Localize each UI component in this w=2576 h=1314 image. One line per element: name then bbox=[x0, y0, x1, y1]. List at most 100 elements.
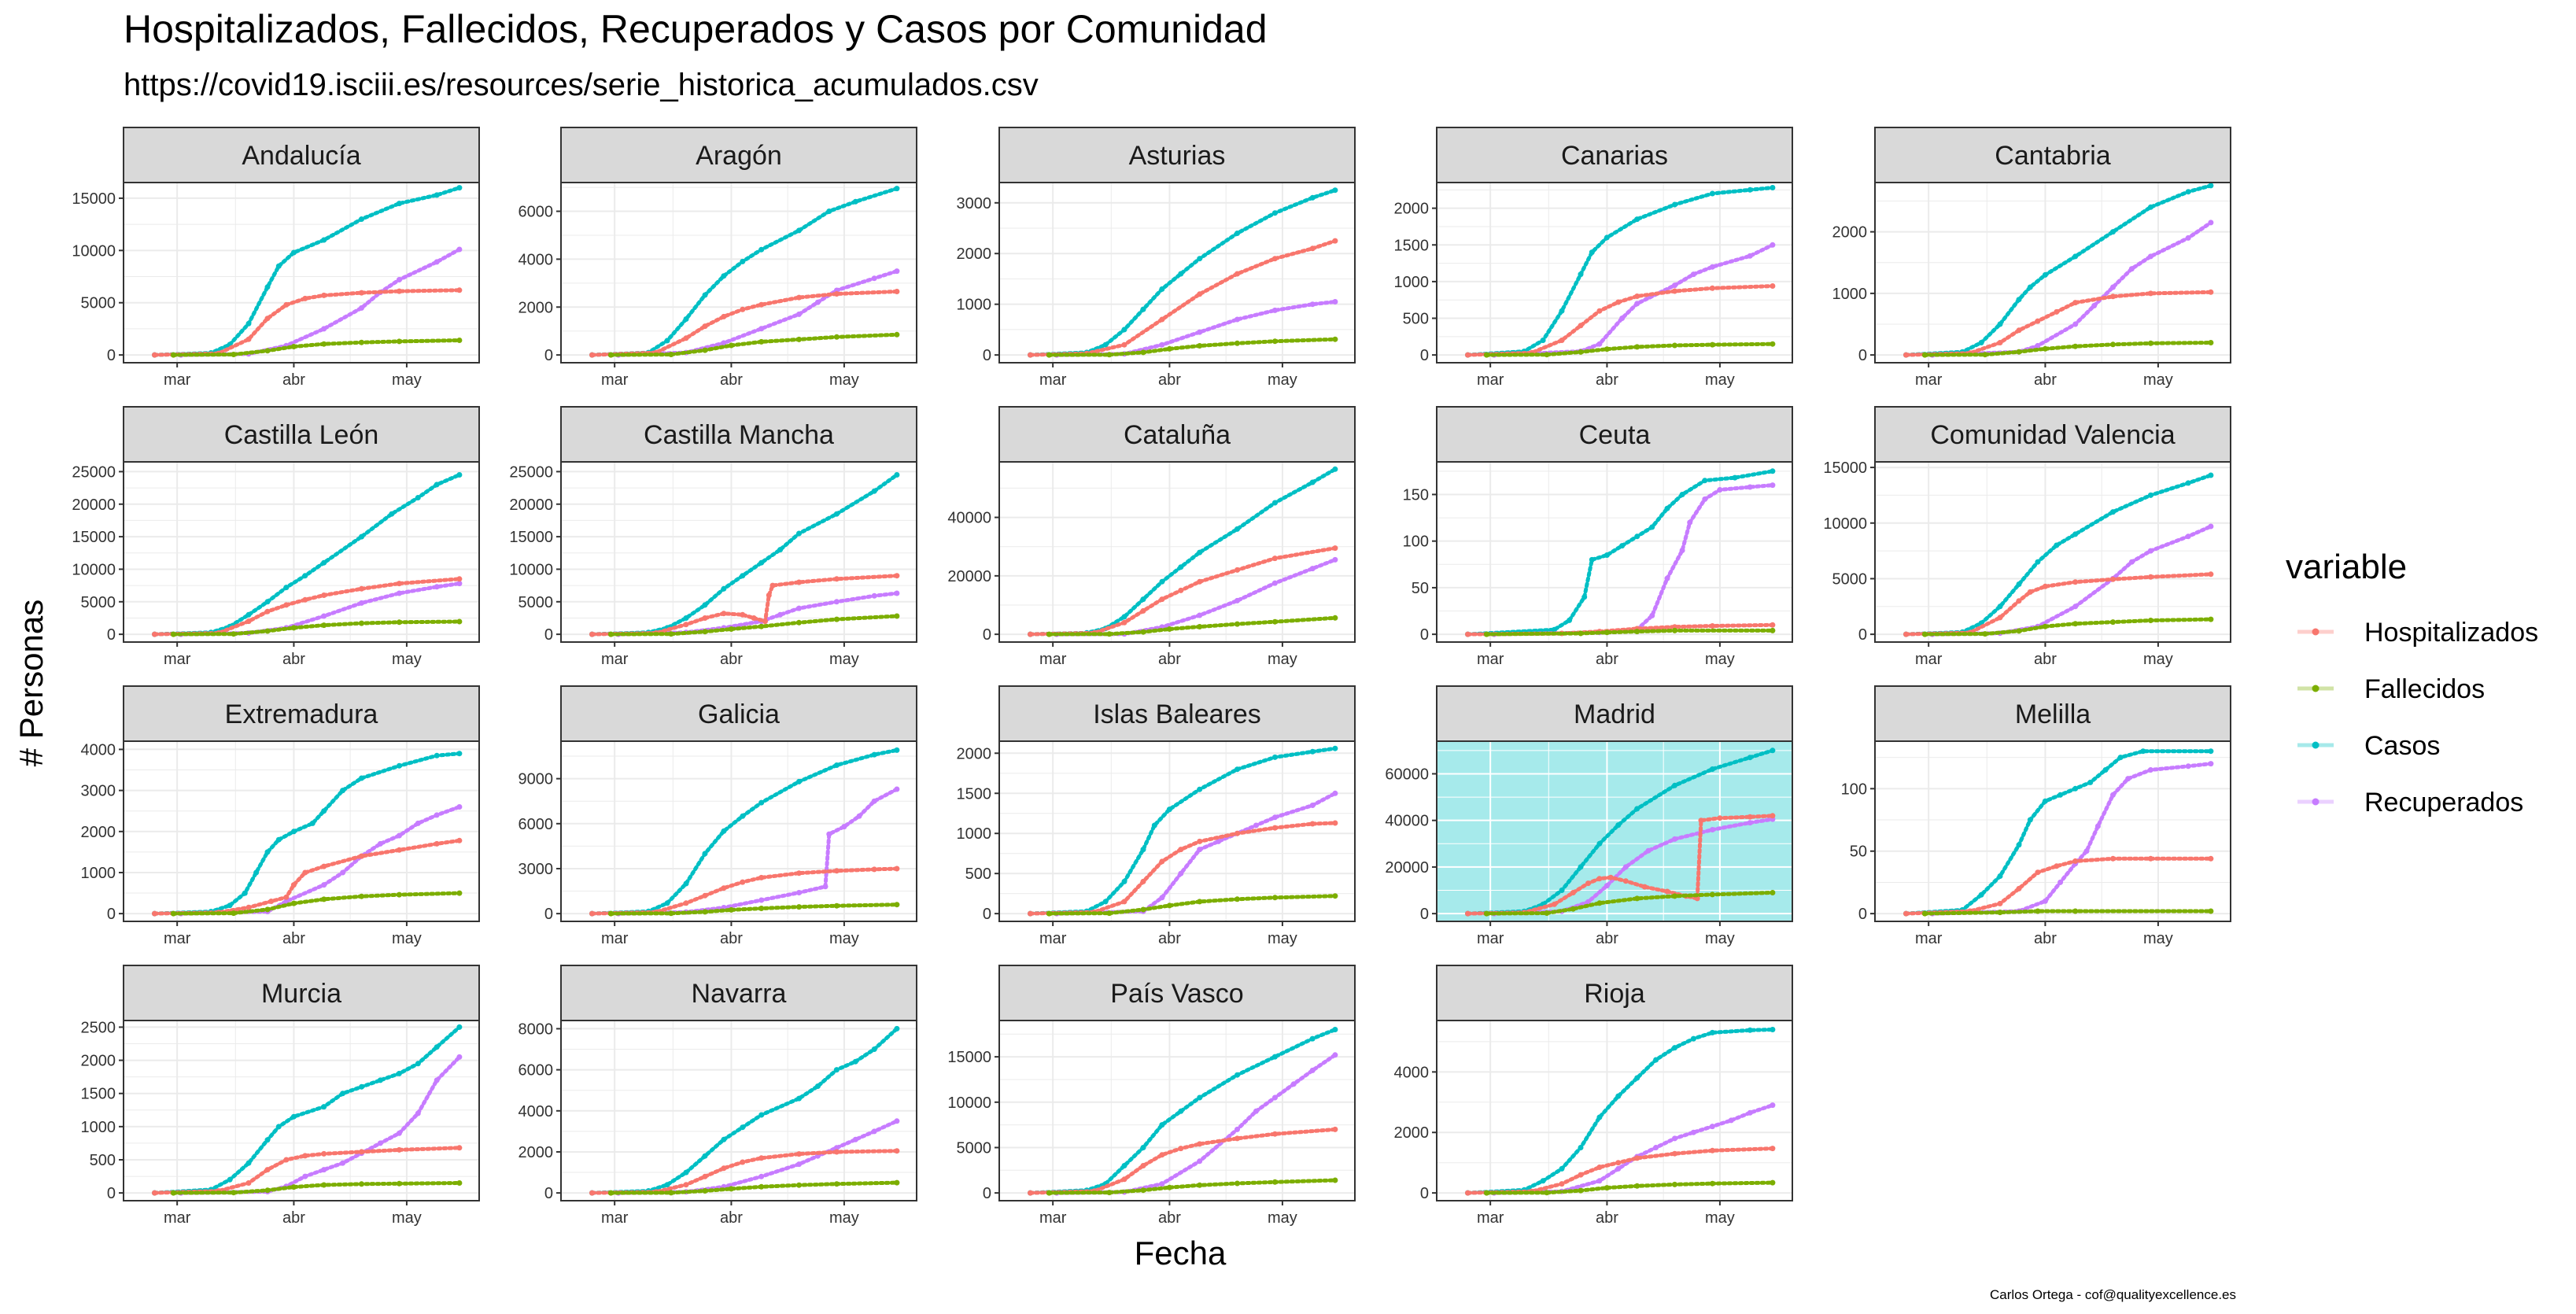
data-point-hospitalizados bbox=[1465, 631, 1471, 637]
y-tick-label: 40000 bbox=[947, 510, 991, 527]
data-point-recuperados bbox=[1159, 341, 1165, 348]
data-point-casos bbox=[1234, 526, 1240, 532]
series-line-recuperados bbox=[1492, 1103, 1775, 1195]
data-point-recuperados bbox=[1332, 790, 1338, 796]
data-point-casos bbox=[1552, 626, 1557, 633]
panel-border-galicia bbox=[560, 740, 917, 922]
x-tick-label: may bbox=[2143, 371, 2173, 389]
data-point-hospitalizados bbox=[702, 892, 708, 899]
data-point-casos bbox=[1559, 1165, 1565, 1172]
data-point-hospitalizados bbox=[1140, 1163, 1146, 1168]
data-point-fallecidos bbox=[290, 1184, 297, 1190]
legend: variable Hospitalizados Fallecidos Casos Rec… bbox=[2286, 548, 2538, 818]
data-point-casos bbox=[245, 611, 252, 618]
data-point-fallecidos bbox=[1604, 629, 1610, 636]
strip-castilla-leon bbox=[123, 406, 480, 463]
data-point-casos bbox=[253, 869, 260, 876]
data-point-fallecidos bbox=[1046, 910, 1052, 917]
data-point-hospitalizados bbox=[283, 1157, 290, 1163]
y-tick-label: 2000 bbox=[519, 1144, 554, 1161]
data-point-casos bbox=[359, 775, 364, 781]
data-point-casos bbox=[1653, 1057, 1659, 1063]
strip-label-galicia: Galicia bbox=[698, 699, 780, 729]
data-point-casos bbox=[456, 751, 463, 757]
series-line-fallecidos bbox=[608, 1180, 899, 1195]
data-point-casos bbox=[852, 1058, 858, 1065]
data-point-casos bbox=[1271, 754, 1278, 760]
x-tick-label: abr bbox=[2034, 371, 2057, 389]
series-line-fallecidos bbox=[1922, 617, 2213, 637]
data-point-casos bbox=[1540, 1178, 1546, 1184]
data-point-casos bbox=[1140, 847, 1146, 853]
data-point-hospitalizados bbox=[1159, 596, 1165, 603]
data-point-casos bbox=[2102, 767, 2109, 773]
x-tick-label: may bbox=[1705, 651, 1735, 668]
data-point-casos bbox=[321, 237, 327, 243]
data-point-fallecidos bbox=[758, 623, 765, 629]
data-point-hospitalizados bbox=[1641, 884, 1648, 890]
y-tick-label: 50 bbox=[1850, 843, 1867, 861]
series-line-casos bbox=[1028, 1028, 1338, 1195]
data-point-recuperados bbox=[894, 268, 900, 275]
data-point-recuperados bbox=[1197, 1158, 1203, 1165]
panel-galicia: Galicia 0 3000 6000 9000 mar abr may bbox=[519, 685, 917, 947]
data-point-casos bbox=[1672, 201, 1677, 208]
data-point-casos bbox=[1709, 766, 1715, 772]
data-point-casos bbox=[683, 615, 689, 621]
data-point-casos bbox=[264, 599, 271, 605]
data-point-casos bbox=[702, 292, 708, 298]
x-tick-label: may bbox=[1705, 1209, 1735, 1227]
y-tick-label: 10000 bbox=[947, 1094, 991, 1112]
y-tick-label: 15000 bbox=[509, 529, 553, 546]
chart-subtitle: https://covid19.isciii.es/resources/seri… bbox=[124, 68, 1039, 102]
data-point-recuperados bbox=[377, 1140, 383, 1146]
data-point-hospitalizados bbox=[1465, 910, 1471, 917]
panel-navarra: Navarra 0 2000 4000 6000 8000 mar abr may bbox=[519, 965, 917, 1227]
panel-rioja: Rioja 0 2000 4000 mar abr may bbox=[1394, 965, 1793, 1227]
data-point-hospitalizados bbox=[1197, 1141, 1203, 1147]
data-point-fallecidos bbox=[290, 344, 297, 349]
plot-bg-castilla-leon bbox=[124, 462, 479, 642]
data-point-recuperados bbox=[434, 584, 440, 590]
data-point-hospitalizados bbox=[683, 900, 689, 906]
data-point-hospitalizados bbox=[1309, 821, 1316, 827]
data-point-casos bbox=[2042, 271, 2048, 278]
data-point-casos bbox=[1634, 806, 1640, 812]
strip-murcia bbox=[123, 965, 480, 1021]
data-point-fallecidos bbox=[2208, 908, 2214, 914]
data-point-hospitalizados bbox=[683, 1182, 689, 1188]
data-point-casos bbox=[1178, 271, 1184, 277]
y-tick-label: 5000 bbox=[1832, 570, 1868, 588]
data-point-casos bbox=[415, 1061, 421, 1067]
data-point-casos bbox=[758, 246, 765, 253]
y-tick-label: 2000 bbox=[1394, 1124, 1430, 1142]
data-point-hospitalizados bbox=[1698, 818, 1704, 824]
series-line-casos bbox=[1028, 188, 1338, 357]
data-point-hospitalizados bbox=[1770, 813, 1776, 819]
data-point-recuperados bbox=[434, 259, 440, 265]
data-point-fallecidos bbox=[1709, 341, 1715, 348]
data-point-recuperados bbox=[1271, 307, 1278, 313]
y-tick-label: 0 bbox=[1420, 906, 1429, 923]
series-line-casos bbox=[153, 186, 462, 357]
data-point-hospitalizados bbox=[721, 313, 727, 319]
data-point-recuperados bbox=[777, 611, 784, 618]
x-tick-label: mar bbox=[164, 930, 191, 947]
strip-label-islas-baleares: Islas Baleares bbox=[1093, 699, 1261, 729]
data-point-casos bbox=[377, 1077, 383, 1083]
data-point-fallecidos bbox=[668, 631, 674, 637]
y-tick-label: 20000 bbox=[947, 568, 991, 585]
data-point-hospitalizados bbox=[589, 910, 595, 917]
data-point-casos bbox=[396, 1070, 402, 1076]
data-point-fallecidos bbox=[231, 1190, 237, 1196]
data-point-casos bbox=[290, 829, 297, 835]
data-point-fallecidos bbox=[728, 906, 734, 913]
series-line-hospitalizados bbox=[1904, 572, 2213, 637]
data-point-fallecidos bbox=[1634, 629, 1640, 635]
data-point-recuperados bbox=[871, 1128, 877, 1135]
data-point-hospitalizados bbox=[1615, 1160, 1622, 1166]
panel-border-castilla-leon bbox=[123, 461, 480, 643]
strip-label-madrid: Madrid bbox=[1574, 699, 1655, 729]
data-point-hospitalizados bbox=[2208, 289, 2214, 295]
series-line-fallecidos bbox=[171, 338, 462, 357]
